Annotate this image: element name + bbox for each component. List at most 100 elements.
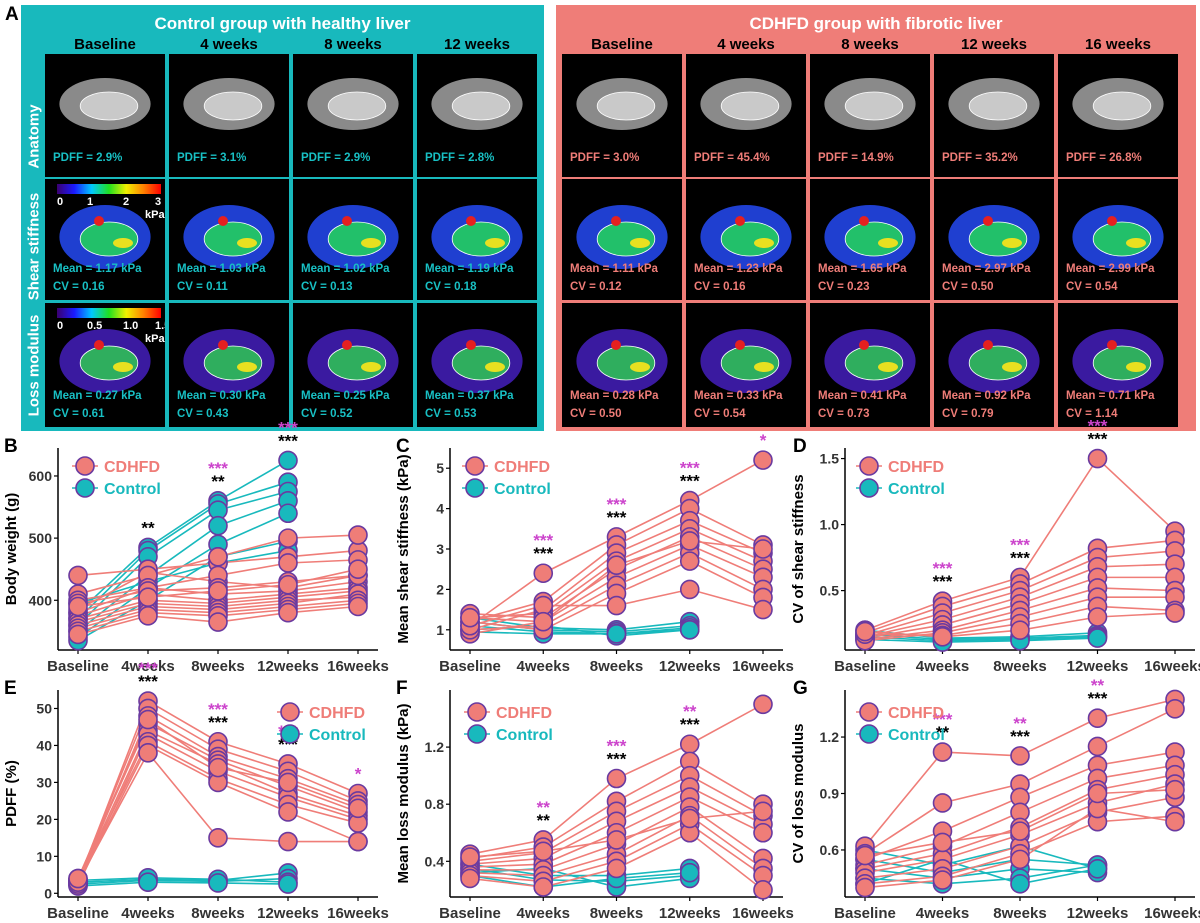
- significance-marker: **: [1013, 714, 1027, 733]
- significance-marker: **: [211, 472, 225, 491]
- cdhfd-data-point: [278, 831, 298, 852]
- x-tick-label: 16weeks: [732, 658, 794, 675]
- colorbar-unit: kPa: [145, 209, 165, 221]
- liver-slice-image: [824, 205, 916, 269]
- cdhfd-data-point: [1165, 779, 1185, 800]
- liver-slice-image: [1072, 329, 1164, 393]
- shear-stiffness-image-cell: Mean = 2.97 kPa CV = 0.50: [934, 179, 1054, 300]
- loss-mean-value: Mean = 0.28 kPa: [570, 390, 659, 402]
- anatomy-image-cell: PDFF = 45.4%: [686, 54, 806, 177]
- control-data-point: [208, 873, 228, 893]
- shear-mean-value: Mean = 2.97 kPa: [942, 263, 1031, 275]
- cdhfd-data-point: [348, 798, 368, 819]
- y-tick-label: 0.5: [820, 583, 840, 599]
- loss-modulus-image-cell: Mean = 0.71 kPa CV = 1.14: [1058, 303, 1178, 427]
- liver-slice-image: [431, 329, 523, 393]
- column-label: 16 weeks: [1085, 36, 1151, 53]
- control-group-title: Control group with healthy liver: [154, 14, 411, 33]
- cdhfd-data-point: [855, 845, 875, 866]
- cdhfd-data-point: [753, 822, 773, 843]
- cdhfd-data-point: [1165, 699, 1185, 719]
- legend-marker: [859, 478, 879, 498]
- legend-marker: [75, 478, 95, 498]
- shear-cv-value: CV = 0.12: [570, 281, 622, 293]
- colorbar-tick: 1.0: [123, 320, 139, 332]
- colorbar: [57, 184, 161, 194]
- x-tick-label: 8weeks: [191, 658, 244, 675]
- y-tick-label: 40: [36, 737, 52, 753]
- liver-slice-image: [576, 329, 668, 393]
- cdhfd-data-point: [533, 611, 554, 632]
- loss-cv-value: CV = 0.52: [301, 408, 353, 420]
- x-tick-label: 8weeks: [191, 905, 244, 922]
- anatomy-image-cell: PDFF = 2.9%: [45, 54, 165, 177]
- control-data-point: [606, 624, 627, 644]
- significance-marker: ***: [607, 508, 627, 527]
- x-tick-label: 4weeks: [916, 905, 969, 922]
- control-series-line: [864, 845, 1098, 870]
- control-series-line: [77, 540, 289, 642]
- loss-cv-value: CV = 0.54: [694, 408, 746, 420]
- legend-marker: [465, 478, 485, 498]
- x-tick-label: 16weeks: [327, 905, 389, 922]
- cdhfd-data-point: [1087, 448, 1108, 469]
- liver-slice-image: [576, 78, 668, 130]
- shear-stiffness-image-cell: Mean = 1.17 kPa CV = 0.16 0 1 2 3 kPa: [45, 179, 165, 300]
- x-tick-label: 12weeks: [257, 905, 319, 922]
- control-data-point: [679, 619, 700, 640]
- column-label: 8 weeks: [324, 36, 382, 53]
- colorbar-tick: 0.5: [87, 320, 103, 332]
- panel-letter-f: F: [396, 678, 408, 699]
- liver-slice-image: [59, 329, 151, 393]
- liver-slice-image: [183, 205, 275, 269]
- legend-marker: [467, 702, 487, 722]
- liver-slice-image: [700, 78, 792, 130]
- cdhfd-data-point: [460, 847, 480, 867]
- cdhfd-data-point: [932, 626, 953, 647]
- column-label: Baseline: [591, 36, 653, 53]
- control-group-panel: Control group with healthy liver Baselin…: [21, 5, 544, 431]
- liver-slice-image: [576, 205, 668, 269]
- panel-letter-g: G: [793, 678, 808, 699]
- cdhfd-group-panel: CDHFD group with fibrotic liver Baseline…: [556, 5, 1196, 431]
- pdff-value: PDFF = 35.2%: [942, 152, 1018, 164]
- x-tick-label: 12weeks: [659, 905, 721, 922]
- pdff-value: PDFF = 2.8%: [425, 152, 495, 164]
- loss-mean-value: Mean = 0.33 kPa: [694, 390, 783, 402]
- x-tick-label: 12weeks: [659, 658, 721, 675]
- y-tick-label: 400: [29, 592, 53, 608]
- y-tick-label: 2: [436, 581, 444, 597]
- cdhfd-data-point: [278, 802, 298, 822]
- significance-marker: ***: [1010, 727, 1030, 746]
- panel-letter-b: B: [4, 436, 18, 457]
- loss-cv-value: CV = 0.73: [818, 408, 870, 420]
- y-tick-label: 3: [436, 541, 444, 557]
- panel-letter-c: C: [396, 436, 410, 457]
- cdhfd-data-point: [1087, 736, 1108, 757]
- column-label: 12 weeks: [961, 36, 1027, 53]
- control-series-line: [77, 876, 289, 884]
- cdhfd-data-point: [348, 559, 368, 580]
- x-tick-label: Baseline: [47, 658, 109, 675]
- significance-marker: **: [683, 702, 697, 721]
- cdhfd-data-point: [68, 596, 88, 617]
- x-tick-label: 4weeks: [121, 658, 174, 675]
- y-tick-label: 20: [36, 811, 52, 827]
- shear-stiffness-image-cell: Mean = 1.03 kPa CV = 0.11: [169, 179, 289, 300]
- liver-slice-image: [1072, 205, 1164, 269]
- significance-marker: ***: [680, 459, 700, 478]
- shear-mean-value: Mean = 1.19 kPa: [425, 263, 514, 275]
- control-data-point: [679, 862, 700, 883]
- loss-modulus-image-cell: Mean = 0.30 kPa CV = 0.43: [169, 303, 289, 427]
- cdhfd-data-point: [208, 612, 228, 632]
- loss-mean-value: Mean = 0.27 kPa: [53, 390, 142, 402]
- cdhfd-data-point: [68, 565, 88, 586]
- significance-marker: **: [936, 723, 950, 742]
- x-tick-label: 16weeks: [732, 905, 794, 922]
- cdhfd-data-point: [460, 607, 480, 628]
- loss-mean-value: Mean = 0.71 kPa: [1066, 390, 1155, 402]
- legend-label: Control: [496, 727, 553, 744]
- cdhfd-data-point: [278, 528, 298, 548]
- control-series-line: [469, 871, 690, 888]
- y-tick-label: 50: [36, 700, 52, 716]
